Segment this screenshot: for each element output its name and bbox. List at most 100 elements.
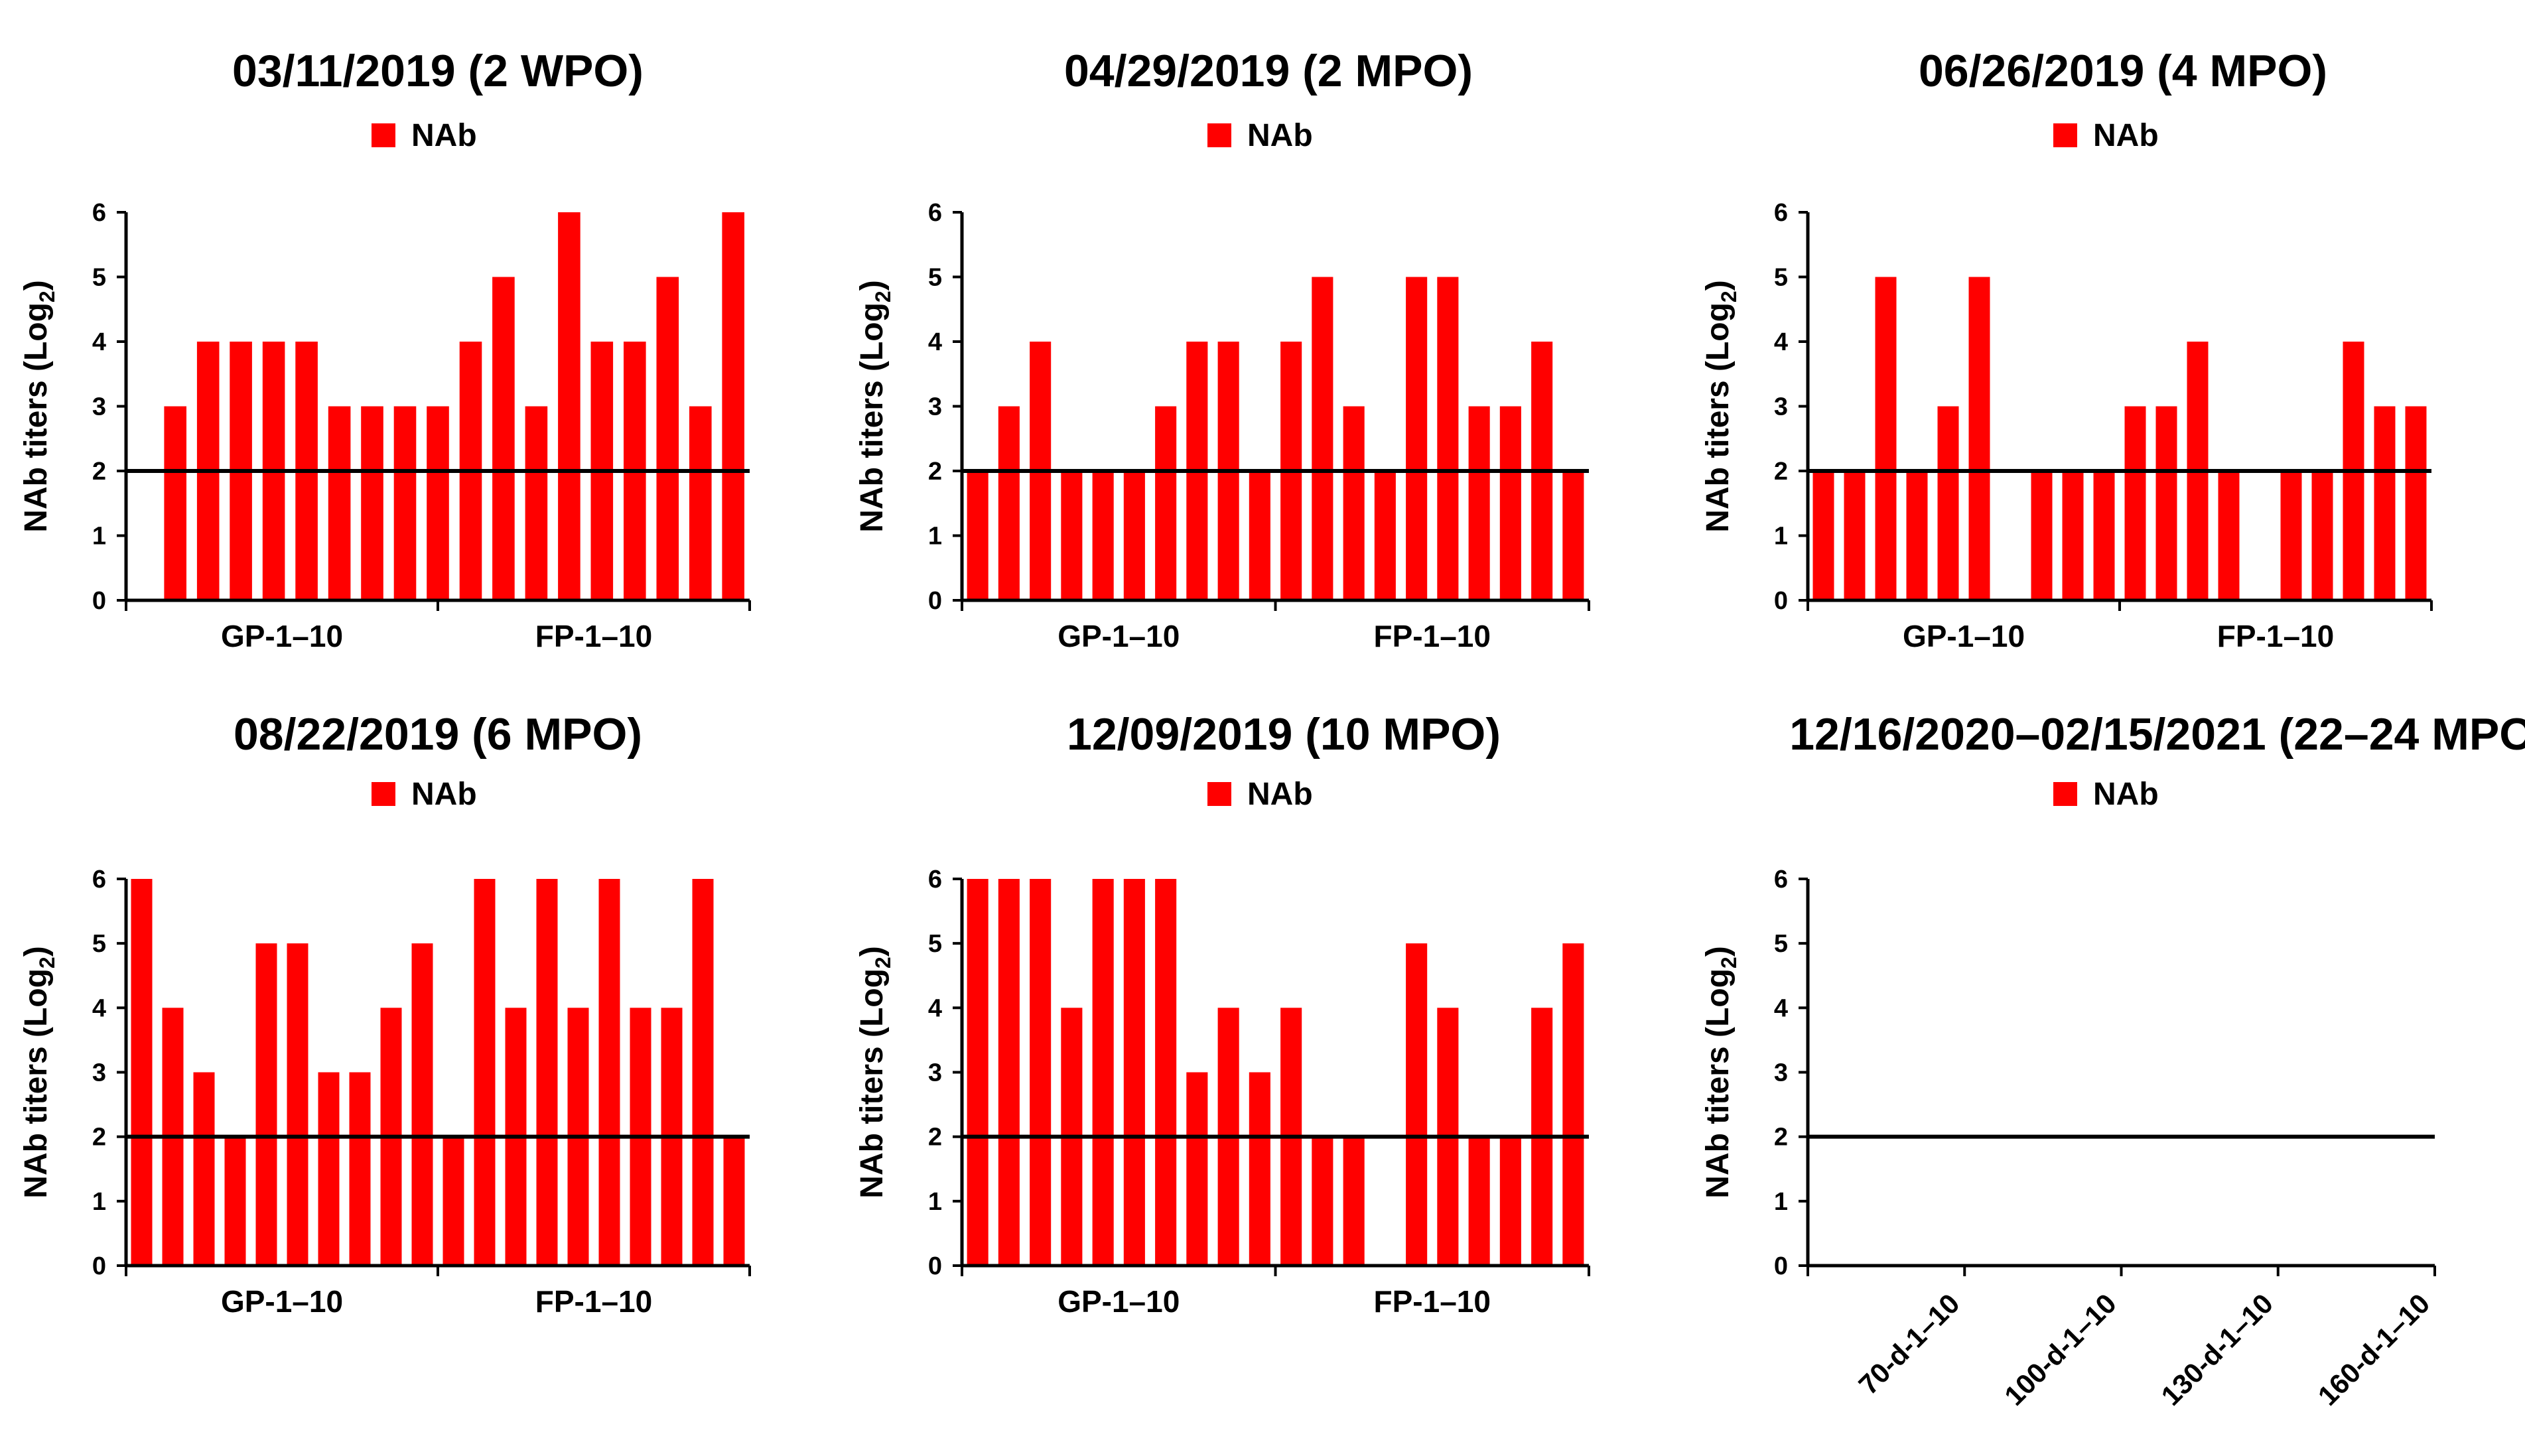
y-tick-label: 3	[92, 1059, 106, 1087]
y-tick-label: 6	[928, 199, 942, 227]
bar	[287, 943, 308, 1266]
y-tick-label: 6	[1774, 199, 1788, 227]
y-tick-label: 5	[1774, 264, 1788, 292]
bar	[1499, 1136, 1521, 1266]
y-axis-label: NAb titers (Log2)	[19, 280, 59, 532]
bar	[1061, 471, 1083, 600]
legend-swatch	[2053, 782, 2077, 806]
x-group-label: GP-1–10	[221, 619, 343, 653]
y-tick-label: 0	[1774, 587, 1788, 615]
y-tick-label: 3	[92, 393, 106, 421]
bar	[967, 471, 989, 600]
bar	[361, 406, 383, 600]
bar	[1186, 1072, 1208, 1266]
y-tick-label: 0	[92, 1252, 106, 1280]
bar	[1155, 879, 1177, 1266]
y-tick-label: 0	[928, 1252, 942, 1280]
bar	[2405, 406, 2427, 600]
bar	[1092, 471, 1114, 600]
x-group-label: GP-1–10	[221, 1284, 343, 1319]
bar	[1468, 406, 1490, 600]
y-tick-label: 1	[1774, 1188, 1788, 1216]
x-group-label: 100-d-1–10	[1998, 1288, 2122, 1412]
y-tick-label: 4	[1774, 328, 1788, 356]
y-tick-label: 0	[1774, 1252, 1788, 1280]
y-tick-label: 4	[928, 328, 942, 356]
bar	[1906, 471, 1928, 600]
bar	[328, 406, 351, 600]
y-tick-label: 2	[1774, 1124, 1788, 1152]
bar	[998, 406, 1020, 600]
chart-panel-2: 04/29/2019 (2 MPO) NAb 0 1 2 3 4 5 6 NAb titers (…	[854, 46, 1590, 653]
y-axis-label: NAb titers (Log2)	[19, 946, 59, 1198]
bar	[492, 277, 515, 600]
bar	[2155, 406, 2177, 600]
bar	[2280, 471, 2302, 600]
bar	[2062, 471, 2084, 600]
bar	[131, 879, 153, 1266]
y-tick-label: 6	[92, 866, 106, 893]
bar	[393, 406, 417, 600]
y-axis-label-close: )	[1700, 946, 1736, 957]
bar	[536, 879, 558, 1266]
y-axis-label-main: NAb titers (Log	[854, 968, 890, 1199]
y-tick-label: 1	[928, 523, 942, 551]
y-axis-label-main: NAb titers (Log	[1700, 302, 1736, 533]
y-tick-label: 4	[928, 994, 942, 1022]
legend-label: NAb	[1247, 118, 1313, 153]
chart-title: 06/26/2019 (4 MPO)	[1919, 46, 2327, 96]
chart-title: 12/09/2019 (10 MPO)	[1067, 709, 1501, 760]
y-tick-label: 5	[92, 264, 106, 292]
y-axis-label-close: )	[19, 280, 54, 291]
y-tick-label: 6	[92, 199, 106, 227]
bar	[1249, 1072, 1270, 1266]
bar	[1968, 277, 1990, 600]
y-axis-label-close: )	[854, 946, 890, 957]
bar	[1844, 471, 1866, 600]
bar	[1406, 277, 1428, 600]
y-tick-label: 5	[928, 264, 942, 292]
y-tick-label: 3	[928, 1059, 942, 1087]
y-axis-label-main: NAb titers (Log	[854, 302, 890, 533]
legend-label: NAb	[411, 777, 477, 812]
y-tick-label: 6	[928, 866, 942, 893]
y-axis-label-main: NAb titers (Log	[1700, 968, 1736, 1199]
bar	[411, 943, 433, 1266]
y-tick-label: 3	[928, 393, 942, 421]
legend-swatch	[1207, 123, 1231, 147]
bar	[1374, 471, 1396, 600]
bar	[1437, 277, 1459, 600]
y-tick-label: 4	[1774, 994, 1788, 1022]
y-tick-label: 2	[92, 1124, 106, 1152]
bar	[2374, 406, 2396, 600]
bar	[967, 879, 989, 1266]
y-tick-label: 5	[92, 930, 106, 958]
chart-panel-1: 03/11/2019 (2 WPO) NAb 0 1 2 3 4 5 6 NAb titers (…	[19, 46, 751, 653]
y-tick-label: 5	[928, 930, 942, 958]
bar	[558, 212, 580, 600]
bar	[1312, 1136, 1333, 1266]
bar	[1030, 879, 1052, 1266]
y-tick-label: 3	[1774, 1059, 1788, 1087]
bar	[349, 1072, 371, 1266]
y-axis-label: NAb titers (Log2)	[854, 280, 895, 532]
x-group-label: 130-d-1–10	[2155, 1288, 2279, 1412]
bar	[1562, 943, 1584, 1266]
bar	[1562, 471, 1584, 600]
y-axis-label-subscript: 2	[1717, 957, 1741, 968]
legend-label: NAb	[1247, 777, 1313, 812]
y-tick-label: 1	[928, 1188, 942, 1216]
bar	[443, 1136, 464, 1266]
y-tick-label: 2	[1774, 458, 1788, 486]
y-tick-label: 0	[92, 587, 106, 615]
bar	[656, 277, 679, 600]
y-tick-label: 6	[1774, 866, 1788, 893]
x-group-label: 70-d-1–10	[1852, 1288, 1965, 1400]
bar	[2311, 471, 2333, 600]
chart-panel-3: 06/26/2019 (4 MPO) NAb 0 1 2 3 4 5 6 NAb titers (…	[1700, 46, 2433, 653]
bar	[1406, 943, 1428, 1266]
chart-panel-4: 08/22/2019 (6 MPO) NAb 0 1 2 3 4 5 6 NAb titers (…	[19, 709, 751, 1319]
bar	[1875, 277, 1897, 600]
y-tick-label: 5	[1774, 930, 1788, 958]
